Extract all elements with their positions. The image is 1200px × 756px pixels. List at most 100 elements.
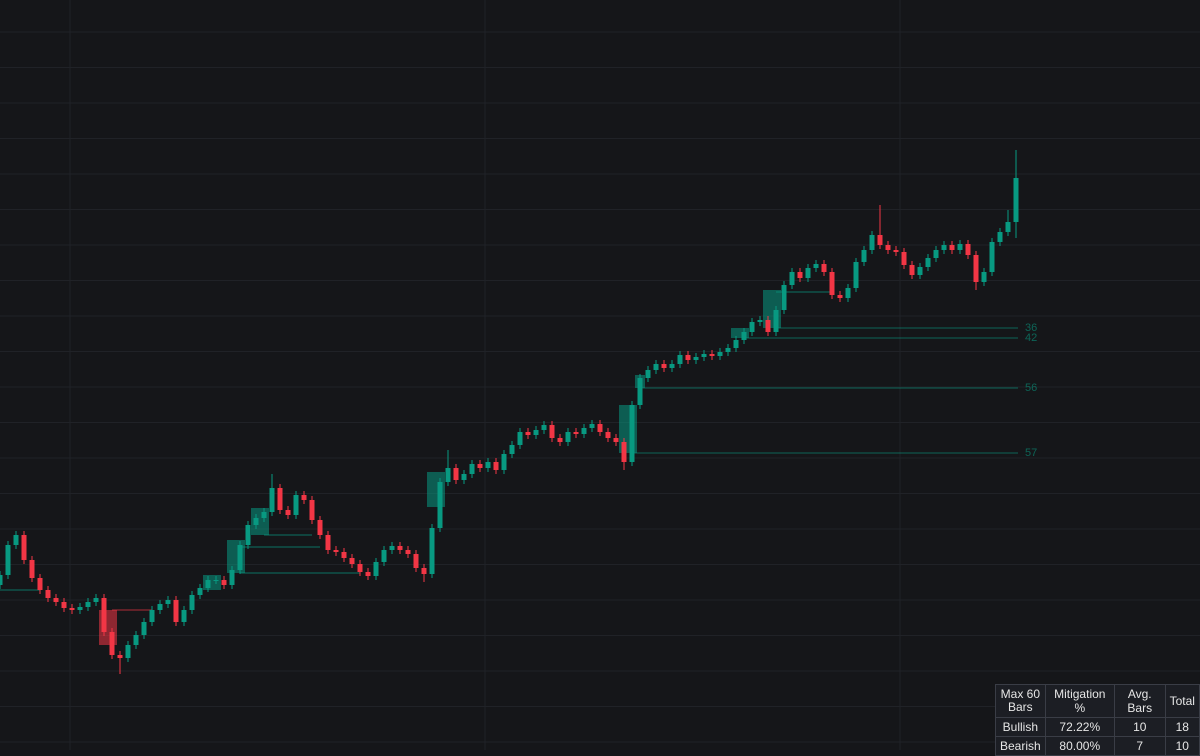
candle-body bbox=[741, 332, 747, 340]
candle-body bbox=[821, 264, 827, 272]
candle-body bbox=[709, 354, 715, 356]
candle-body bbox=[5, 545, 11, 575]
candle-body bbox=[933, 250, 939, 258]
candle-body bbox=[125, 645, 131, 658]
candle-body bbox=[453, 468, 459, 480]
candle-body bbox=[285, 510, 291, 515]
candle-body bbox=[421, 568, 427, 574]
candle-body bbox=[45, 590, 51, 598]
candle-body bbox=[229, 570, 235, 585]
candle-body bbox=[77, 607, 83, 610]
candle-body bbox=[333, 550, 339, 552]
candle-body bbox=[965, 244, 971, 255]
level-label: 42 bbox=[1025, 332, 1037, 344]
candle-body bbox=[789, 272, 795, 285]
candle-body bbox=[981, 272, 987, 282]
candle-body bbox=[53, 598, 59, 602]
candle-body bbox=[869, 235, 875, 250]
candle-body bbox=[917, 267, 923, 275]
cell: Bearish bbox=[995, 736, 1046, 756]
cell: 80.00% bbox=[1044, 736, 1115, 756]
candle-body bbox=[205, 580, 211, 588]
candle-body bbox=[773, 310, 779, 332]
candle-body bbox=[397, 546, 403, 550]
level-label: 56 bbox=[1025, 382, 1037, 394]
candle-body bbox=[477, 464, 483, 468]
candle-body bbox=[221, 580, 227, 585]
candle-body bbox=[13, 535, 19, 545]
candle-body bbox=[437, 482, 443, 528]
candle-body bbox=[861, 250, 867, 262]
candle-body bbox=[749, 322, 755, 332]
candle-body bbox=[101, 598, 107, 632]
level-label: 36 bbox=[1025, 322, 1037, 334]
candle-body bbox=[685, 355, 691, 360]
candle-body bbox=[541, 425, 547, 430]
candle-body bbox=[157, 604, 163, 610]
candle-body bbox=[837, 295, 843, 298]
fvg-zone bbox=[731, 328, 749, 338]
candle-body bbox=[957, 244, 963, 250]
candle-body bbox=[509, 445, 515, 454]
candle-body bbox=[877, 235, 883, 245]
candle-body bbox=[645, 370, 651, 378]
candle-body bbox=[133, 635, 139, 645]
candle-body bbox=[501, 454, 507, 470]
candle-body bbox=[909, 265, 915, 275]
candle-body bbox=[733, 340, 739, 348]
candle-body bbox=[141, 622, 147, 635]
candle-body bbox=[149, 610, 155, 622]
candle-body bbox=[677, 355, 683, 364]
candle-body bbox=[829, 272, 835, 295]
stats-table: Max 60 Bars Mitigation % Avg. Bars Total… bbox=[995, 684, 1200, 756]
candle-body bbox=[597, 424, 603, 432]
candle-body bbox=[661, 364, 667, 368]
candle-body bbox=[669, 364, 675, 368]
cell: 72.22% bbox=[1044, 717, 1115, 737]
candle-body bbox=[429, 528, 435, 574]
cell: 7 bbox=[1113, 736, 1166, 756]
candle-body bbox=[853, 262, 859, 288]
candle-body bbox=[93, 598, 99, 602]
candle-body bbox=[373, 562, 379, 576]
candle-body bbox=[893, 250, 899, 252]
cell: 10 bbox=[1113, 717, 1166, 737]
table-row: Bearish 80.00% 7 10 bbox=[995, 736, 1200, 756]
candle-body bbox=[85, 602, 91, 607]
candle-body bbox=[533, 430, 539, 435]
candle-body bbox=[973, 255, 979, 282]
candle-body bbox=[245, 525, 251, 545]
candle-body bbox=[725, 348, 731, 352]
candle-body bbox=[469, 464, 475, 474]
candle-body bbox=[309, 500, 315, 520]
cell: 10 bbox=[1164, 736, 1200, 756]
header-cell: Total bbox=[1164, 684, 1200, 718]
candle-body bbox=[405, 550, 411, 554]
candle-body bbox=[341, 552, 347, 558]
candle-body bbox=[797, 272, 803, 278]
candle-body bbox=[989, 242, 995, 272]
candle-body bbox=[485, 462, 491, 468]
candle-body bbox=[717, 352, 723, 356]
candle-body bbox=[413, 554, 419, 568]
candle-body bbox=[525, 432, 531, 435]
candle-body bbox=[213, 580, 219, 581]
candle-body bbox=[997, 232, 1003, 242]
candle-body bbox=[613, 438, 619, 442]
candle-body bbox=[693, 357, 699, 360]
candle-body bbox=[165, 600, 171, 604]
level-label: 57 bbox=[1025, 447, 1037, 459]
candle-body bbox=[701, 354, 707, 357]
candle-body bbox=[357, 564, 363, 572]
candle-body bbox=[365, 572, 371, 576]
table-row: Bullish 72.22% 10 18 bbox=[995, 717, 1200, 737]
candle-body bbox=[197, 588, 203, 595]
candle-body bbox=[949, 245, 955, 250]
candle-body bbox=[565, 432, 571, 442]
table-header: Max 60 Bars Mitigation % Avg. Bars Total bbox=[995, 684, 1200, 718]
candle-body bbox=[605, 432, 611, 438]
candle-body bbox=[517, 432, 523, 445]
candle-body bbox=[0, 575, 3, 585]
